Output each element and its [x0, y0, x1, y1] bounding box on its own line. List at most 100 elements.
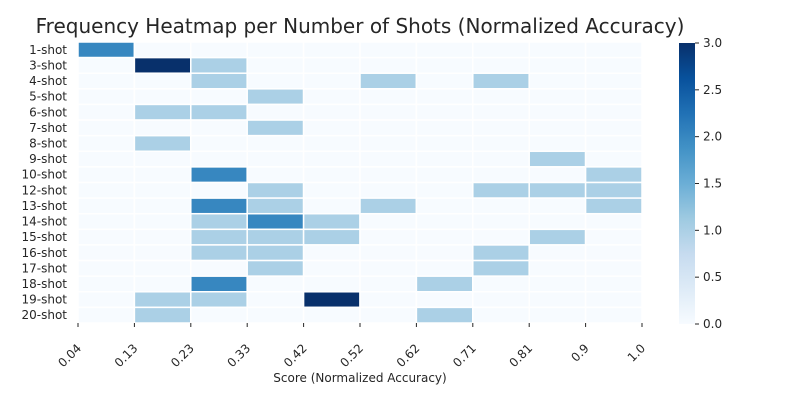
heatmap-cell [77, 259, 136, 277]
heatmap-cell [472, 72, 530, 90]
heatmap-cell [359, 134, 418, 153]
x-tick-label: 0.81 [507, 341, 536, 370]
heatmap-cell [246, 150, 305, 168]
heatmap-cell [246, 275, 305, 293]
heatmap-cell [190, 88, 248, 106]
heatmap-cell [302, 275, 361, 293]
heatmap-cell [359, 150, 418, 168]
y-tick-label: 14-shot [21, 215, 67, 229]
heatmap-cell [415, 212, 474, 231]
heatmap-cell [133, 197, 192, 215]
heatmap-cell [359, 275, 418, 293]
heatmap-cell [359, 119, 418, 137]
heatmap-cell [77, 150, 136, 168]
heatmap-cell [246, 259, 305, 277]
heatmap-cell [190, 56, 248, 74]
x-tick-label: 1.0 [625, 341, 648, 364]
x-tick-label: 0.42 [281, 341, 310, 370]
y-tick-label: 8-shot [29, 136, 67, 150]
x-tick-label: 0.9 [568, 341, 591, 364]
heatmap-cell [472, 197, 530, 215]
heatmap-cell [133, 150, 192, 168]
heatmap-cell [359, 181, 418, 199]
heatmap-cell [190, 291, 248, 309]
heatmap-cell [302, 212, 361, 231]
heatmap-cell [415, 244, 474, 262]
heatmap-cell [302, 197, 361, 215]
colorbar-tick-label: 1.5 [703, 177, 722, 191]
heatmap-cell [302, 41, 361, 59]
heatmap-cell [302, 150, 361, 168]
heatmap-cell [528, 134, 587, 153]
x-tick-label: 0.04 [55, 341, 84, 370]
heatmap-cell [190, 275, 248, 293]
heatmap-cell [77, 212, 136, 231]
heatmap-cell [415, 275, 474, 293]
heatmap-cell [415, 134, 474, 153]
heatmap-cell [528, 306, 587, 324]
heatmap-cell [190, 244, 248, 262]
heatmap-cell [528, 166, 587, 184]
heatmap-cell [584, 88, 643, 106]
y-tick-label: 7-shot [29, 121, 67, 135]
heatmap-cell [584, 150, 643, 168]
heatmap-cell [584, 275, 643, 293]
heatmap-cell [246, 228, 305, 246]
colorbar-tick-label: 1.0 [703, 223, 722, 237]
heatmap-cell [528, 275, 587, 293]
heatmap-cell [584, 119, 643, 137]
heatmap-cell [472, 212, 530, 231]
x-tick-label: 0.62 [394, 341, 423, 370]
heatmap-cell [246, 212, 305, 231]
heatmap-cell [133, 181, 192, 199]
heatmap-cell [246, 181, 305, 199]
heatmap-cell [133, 228, 192, 246]
heatmap-cell [472, 259, 530, 277]
heatmap-cell [190, 306, 248, 324]
heatmap-cell [415, 228, 474, 246]
heatmap-cell [190, 103, 248, 121]
heatmap-cell [190, 181, 248, 199]
heatmap-cell [415, 88, 474, 106]
x-tick-label: 0.23 [168, 341, 197, 370]
heatmap-cell [528, 259, 587, 277]
y-tick-label: 1-shot [29, 43, 67, 57]
heatmap-cell [246, 103, 305, 121]
y-tick-label: 5-shot [29, 90, 67, 104]
heatmap-cell [359, 259, 418, 277]
heatmap-cell [359, 244, 418, 262]
heatmap-cell [415, 197, 474, 215]
heatmap-cell [77, 166, 136, 184]
heatmap-cell [584, 259, 643, 277]
heatmap-cell [133, 41, 192, 59]
heatmap-cell [528, 103, 587, 121]
heatmap-cell [77, 72, 136, 90]
heatmap-cell [359, 103, 418, 121]
colorbar [679, 43, 695, 324]
heatmap-cell [77, 306, 136, 324]
heatmap-cell [359, 197, 418, 215]
heatmap-cell [77, 134, 136, 153]
heatmap-cell [415, 259, 474, 277]
x-tick-label: 0.33 [225, 341, 254, 370]
heatmap-cell [472, 291, 530, 309]
heatmap-cell [528, 72, 587, 90]
heatmap-cell [472, 119, 530, 137]
heatmap-cell [472, 244, 530, 262]
heatmap-cell [77, 56, 136, 74]
heatmap-cell [77, 119, 136, 137]
heatmap-cell [359, 306, 418, 324]
y-tick-label: 3-shot [29, 58, 67, 72]
heatmap-cell [528, 119, 587, 137]
heatmap-cell [584, 56, 643, 74]
heatmap-cell [528, 212, 587, 231]
chart-title: Frequency Heatmap per Number of Shots (N… [36, 14, 685, 38]
heatmap-cell [584, 244, 643, 262]
heatmap-cell [584, 306, 643, 324]
heatmap-cell [190, 212, 248, 231]
heatmap-cell [77, 275, 136, 293]
heatmap-cell [246, 244, 305, 262]
heatmap-cell [472, 275, 530, 293]
heatmap-cell [133, 291, 192, 309]
